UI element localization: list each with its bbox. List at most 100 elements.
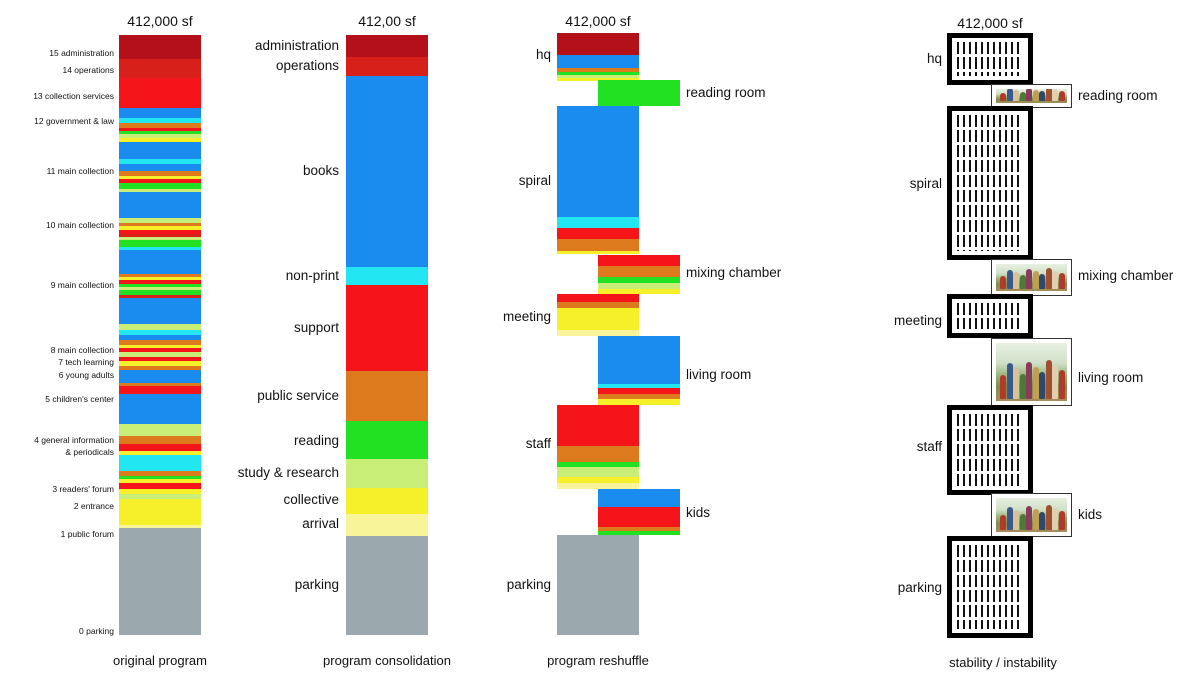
- original-band: [119, 393, 201, 401]
- stability-label-living-room: living room: [1078, 370, 1144, 385]
- original-band: [119, 159, 201, 165]
- seg-reading: [346, 421, 428, 459]
- original-band: [119, 498, 201, 526]
- fresco-image: [996, 498, 1067, 532]
- seg-administration: [346, 35, 428, 57]
- seg-parking: [346, 536, 428, 635]
- original-program-label: 6 young adults: [58, 370, 114, 380]
- original-program-label: 0 parking: [79, 626, 114, 636]
- original-band: [119, 249, 201, 275]
- reshuffle-block-living-room: [598, 336, 680, 405]
- reshuffle-label-parking: parking: [506, 577, 551, 592]
- label-operations: operations: [275, 58, 339, 73]
- mural-kids: [991, 493, 1072, 537]
- original-band: [119, 471, 201, 477]
- stable-block-parking: [947, 536, 1033, 638]
- label-public-service: public service: [257, 388, 339, 403]
- original-band: [119, 290, 201, 295]
- stable-block-spiral: [947, 106, 1033, 260]
- original-band: [119, 77, 201, 109]
- original-band: [119, 361, 201, 366]
- original-band: [119, 365, 201, 371]
- original-band: [119, 524, 201, 529]
- original-band: [119, 475, 201, 480]
- original-program-label: 14 operations: [62, 65, 114, 75]
- original-band: [119, 373, 201, 384]
- original-band: [119, 436, 201, 445]
- original-band: [119, 386, 201, 395]
- fresco-image: [996, 89, 1067, 103]
- area-label-stability: 412,000 sf: [957, 15, 1023, 31]
- area-label-original: 412,000 sf: [127, 13, 193, 29]
- reshuffle-label-hq: hq: [535, 47, 551, 62]
- original-program-label: 3 readers' forum: [52, 484, 114, 494]
- consolidation-bar: [346, 35, 428, 635]
- fresco-image: [996, 343, 1067, 401]
- stability-label-meeting: meeting: [893, 313, 942, 328]
- original-band: [119, 352, 201, 358]
- original-program-label: 13 collection services: [33, 91, 114, 101]
- original-program-label: 5 children's center: [45, 394, 114, 404]
- original-band: [119, 59, 201, 78]
- original-band: [119, 131, 201, 135]
- original-band: [119, 383, 201, 387]
- original-band: [119, 127, 201, 132]
- original-program-label: 4 general information: [34, 435, 114, 445]
- original-band: [119, 141, 201, 160]
- original-band: [119, 233, 201, 238]
- original-band: [119, 483, 201, 490]
- seg-collective: [346, 488, 428, 514]
- seg-public-service: [346, 371, 428, 421]
- original-band: [119, 369, 201, 374]
- caption-original-program: original program: [113, 653, 207, 668]
- original-band: [119, 246, 201, 251]
- original-program-label: 9 main collection: [50, 280, 114, 290]
- original-band: [119, 400, 201, 425]
- original-band: [119, 240, 201, 247]
- label-administration: administration: [254, 38, 339, 53]
- original-program-label: 12 government & law: [34, 116, 114, 126]
- original-band: [119, 348, 201, 353]
- stable-block-meeting: [947, 294, 1033, 338]
- mural-mixing-chamber: [991, 259, 1072, 296]
- original-band: [119, 218, 201, 223]
- reshuffle-label-spiral: spiral: [518, 173, 551, 188]
- mural-living-room: [991, 338, 1072, 406]
- original-band: [119, 335, 201, 341]
- original-band: [119, 294, 201, 299]
- seg-operations: [346, 57, 428, 76]
- original-band: [119, 222, 201, 227]
- original-band: [119, 123, 201, 129]
- original-band: [119, 277, 201, 281]
- reshuffle-label-reading-room: reading room: [686, 85, 766, 100]
- original-program-label: 2 entrance: [73, 501, 114, 511]
- original-band: [119, 225, 201, 231]
- seg-support: [346, 285, 428, 371]
- mural-reading-room: [991, 84, 1072, 108]
- stable-block-hq: [947, 33, 1033, 85]
- original-band: [119, 356, 201, 362]
- original-band: [119, 35, 201, 60]
- label-study-research: study & research: [237, 465, 339, 480]
- fresco-image: [996, 264, 1067, 291]
- label-support: support: [293, 320, 339, 335]
- original-band: [119, 287, 201, 291]
- reshuffle-block-mixing-chamber: [598, 255, 680, 294]
- caption-stability-instability: stability / instability: [949, 655, 1057, 670]
- original-band: [119, 183, 201, 190]
- original-band: [119, 179, 201, 184]
- original-band: [119, 528, 201, 636]
- original-band: [119, 488, 201, 495]
- reshuffle-block-parking: [557, 535, 639, 635]
- original-band: [119, 230, 201, 234]
- original-band: [119, 444, 201, 451]
- original-band: [119, 344, 201, 349]
- original-band: [119, 329, 201, 336]
- original-band: [119, 424, 201, 437]
- original-band: [119, 188, 201, 193]
- original-band: [119, 494, 201, 499]
- stability-label-hq: hq: [926, 51, 942, 66]
- reshuffle-label-staff: staff: [525, 436, 551, 451]
- reshuffle-block-staff: [557, 405, 639, 489]
- original-band: [119, 175, 201, 180]
